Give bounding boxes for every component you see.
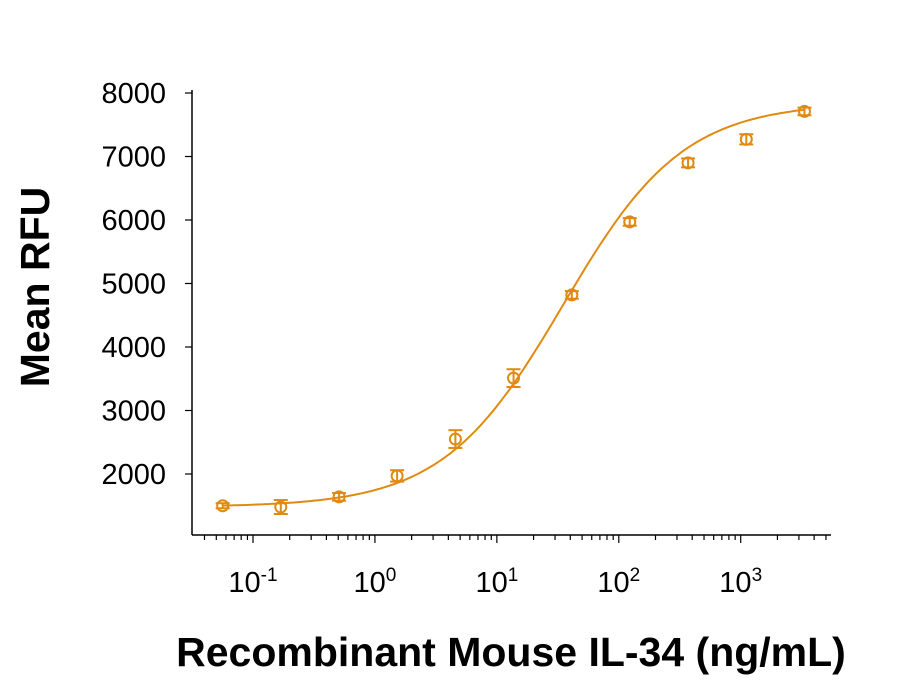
data-point xyxy=(681,156,696,170)
point-marker xyxy=(390,469,404,483)
x-tick-label: 101 xyxy=(475,565,518,599)
data-point xyxy=(622,215,637,229)
y-tick-label: 4000 xyxy=(101,332,166,364)
y-tick-label: 6000 xyxy=(101,205,166,237)
point-marker xyxy=(448,432,462,446)
x-tick-label: 102 xyxy=(597,565,640,599)
data-point xyxy=(506,368,521,389)
data-point xyxy=(739,132,754,146)
x-axis-label: Recombinant Mouse IL-34 (ng/mL) xyxy=(176,629,846,675)
point-marker xyxy=(216,499,230,513)
data-point xyxy=(215,499,230,513)
data-point xyxy=(797,104,812,118)
y-tick-label: 5000 xyxy=(101,269,166,301)
x-tick-label: 100 xyxy=(354,565,397,599)
axes: 2000 3000 4000 5000 6000 7000 8000 10-1 100 101 10… xyxy=(101,78,831,599)
point-marker xyxy=(681,156,695,170)
point-marker xyxy=(739,132,753,146)
y-axis-label: Mean RFU xyxy=(12,187,58,387)
point-marker xyxy=(565,288,579,302)
data-point xyxy=(448,429,463,449)
y-tick-label: 2000 xyxy=(101,459,166,491)
data-point xyxy=(564,288,579,302)
x-tick-label: 10-1 xyxy=(228,565,277,599)
y-tick-label: 3000 xyxy=(101,396,166,428)
point-marker xyxy=(332,490,346,504)
point-marker xyxy=(797,104,811,118)
fit-curve xyxy=(222,108,805,507)
data-point xyxy=(390,469,405,483)
y-tick-label: 7000 xyxy=(101,142,166,174)
point-marker xyxy=(274,500,288,514)
x-tick-label: 103 xyxy=(719,565,762,599)
point-marker xyxy=(623,215,637,229)
point-marker xyxy=(507,371,521,385)
data-points xyxy=(215,104,812,516)
y-tick-label: 8000 xyxy=(101,78,166,110)
data-point xyxy=(332,490,347,504)
data-point xyxy=(273,499,288,516)
